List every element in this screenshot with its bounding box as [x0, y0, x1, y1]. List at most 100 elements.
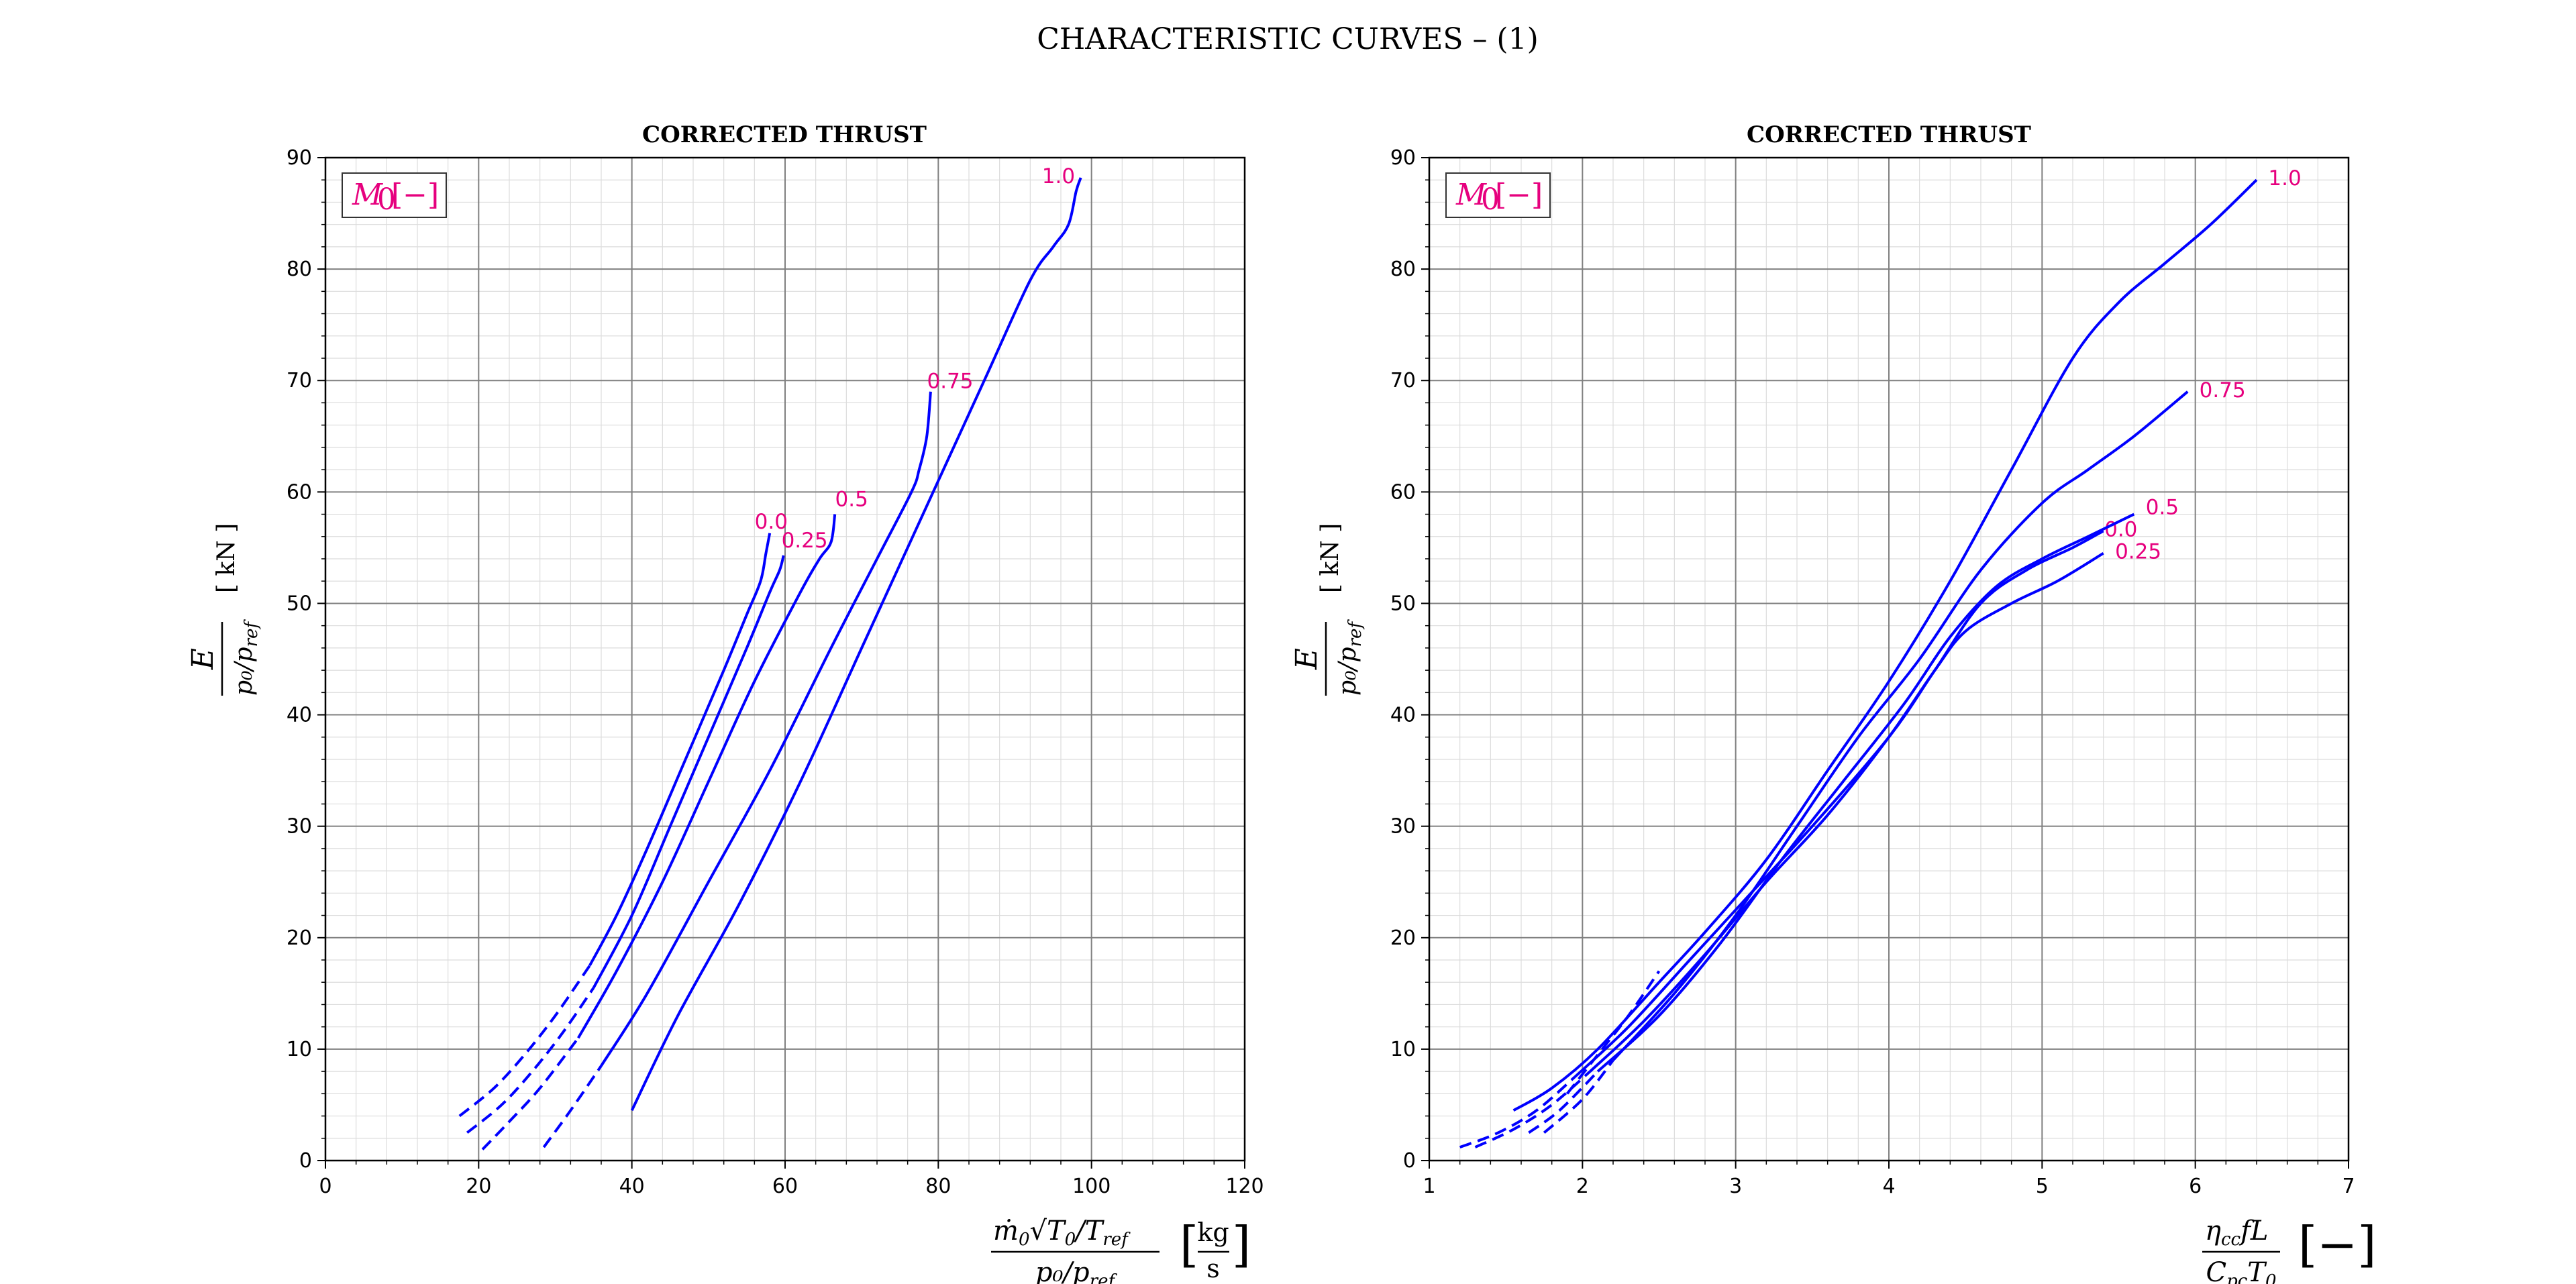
right-plot-frame: [1428, 156, 2350, 1162]
right-series-0-0-dashed: [1459, 1075, 1576, 1148]
y-tick-label: 30: [1390, 815, 1416, 839]
y-tick-label: 10: [287, 1038, 312, 1061]
y-tick-label: 50: [287, 592, 312, 615]
left-series-0-25-label: 0.25: [782, 529, 828, 553]
x-tick-label: 7: [2342, 1175, 2355, 1198]
y-tick-label: 90: [1390, 146, 1416, 170]
right-ylabel: E p₀/pref [ kN ]: [1290, 523, 1366, 696]
left-legend-box: M 0 [−]: [342, 172, 447, 218]
right-series-0-75-label: 0.75: [2200, 378, 2246, 403]
left-series-0-0-dashed: [458, 965, 591, 1118]
right-series-0-25-label: 0.25: [2115, 540, 2161, 564]
x-tick-label: 60: [772, 1175, 798, 1198]
right-series-0-5-line: [1596, 513, 2135, 1073]
right-axes-title: CORRECTED THRUST: [1747, 121, 2031, 148]
x-tick-label: 100: [1072, 1175, 1111, 1198]
svg-text:[−]: [−]: [1495, 178, 1543, 212]
right-series-1-0-line: [1512, 178, 2258, 1112]
svg-text:s: s: [1206, 1254, 1220, 1283]
svg-text:p₀/pref: p₀/pref: [1334, 619, 1366, 696]
x-tick-label: 2: [1576, 1175, 1589, 1198]
y-tick-label: 30: [287, 815, 312, 839]
svg-text:E: E: [186, 648, 220, 670]
svg-text:p₀/pref: p₀/pref: [230, 619, 262, 696]
right-series-1-0-dashed: [1565, 970, 1661, 1095]
x-tick-label: 0: [319, 1175, 331, 1198]
left-series-0-25-line: [592, 555, 785, 989]
x-tick-label: 4: [1882, 1175, 1895, 1198]
right-series: 0.00.250.50.751.0: [1459, 166, 2302, 1148]
right-legend-box: M 0 [−]: [1445, 172, 1551, 218]
y-tick-label: 20: [1390, 926, 1416, 950]
left-series-0-0-line: [588, 533, 772, 967]
y-tick-label: 0: [1403, 1149, 1416, 1173]
right-series-0-75-line: [1612, 390, 2189, 1061]
svg-text:M: M: [352, 178, 383, 212]
right-series-0-5-dashed: [1528, 1070, 1599, 1134]
x-tick-label: 80: [925, 1175, 951, 1198]
right-xlabel: ηccfL CpcT0 [−]: [2202, 1216, 2377, 1284]
left-series-0-25-dashed: [466, 987, 595, 1134]
figure-title: CHARACTERISTIC CURVES – (1): [1037, 22, 1539, 56]
y-tick-label: 80: [1390, 258, 1416, 281]
x-tick-label: 5: [2036, 1175, 2049, 1198]
svg-text:E: E: [1290, 648, 1324, 670]
right-series-0-75-dashed: [1543, 1059, 1614, 1134]
svg-text:CpcT0: CpcT0: [2206, 1257, 2276, 1284]
y-tick-label: 60: [287, 480, 312, 504]
x-tick-label: 1: [1423, 1175, 1435, 1198]
left-series-0-5-label: 0.5: [835, 488, 868, 512]
right-series-0-5-label: 0.5: [2146, 495, 2179, 519]
left-series-0-75-line: [600, 391, 932, 1067]
right-series-1-0-label: 1.0: [2268, 166, 2301, 191]
y-tick-label: 70: [1390, 369, 1416, 392]
y-tick-label: 20: [287, 926, 312, 950]
y-tick-label: 60: [1390, 480, 1416, 504]
svg-text:ηccfL: ηccfL: [2205, 1216, 2268, 1250]
x-tick-label: 120: [1225, 1175, 1264, 1198]
svg-text:0: 0: [1481, 182, 1500, 217]
left-ticks: 0 20 40 60 80 100 120 0 10 20 30 40 50 60 70 80 90: [287, 146, 1264, 1198]
svg-text:kg: kg: [1197, 1218, 1229, 1247]
x-tick-label: 40: [619, 1175, 645, 1198]
y-tick-label: 0: [299, 1149, 312, 1173]
svg-text:0: 0: [377, 182, 396, 217]
svg-text:[ kN ]: [ kN ]: [1317, 523, 1344, 593]
left-series-0-0-label: 0.0: [755, 510, 788, 534]
y-tick-label: 40: [287, 704, 312, 727]
left-grid: [325, 157, 1245, 1161]
x-tick-label: 20: [466, 1175, 491, 1198]
left-series-1-0-label: 1.0: [1042, 164, 1075, 189]
svg-text:p₀/pref: p₀/pref: [1035, 1257, 1118, 1284]
left-series-0-75-label: 0.75: [927, 370, 974, 394]
svg-text:M: M: [1455, 178, 1487, 212]
svg-text:[ kN ]: [ kN ]: [213, 523, 240, 593]
y-tick-label: 80: [287, 258, 312, 281]
right-grid: [1429, 157, 2349, 1161]
y-tick-label: 90: [287, 146, 312, 170]
left-plot-frame: [324, 156, 1246, 1162]
y-tick-label: 70: [287, 369, 312, 392]
left-series-0-75-dashed: [542, 1065, 603, 1148]
left-series-0-5-line: [577, 514, 837, 1039]
right-series-0-25-dashed: [1474, 1070, 1592, 1148]
left-xlabel: ṁ0√T0/Tref p₀/pref [ kg s ]: [991, 1216, 1251, 1284]
svg-text:[−]: [−]: [2298, 1216, 2377, 1273]
x-tick-label: 6: [2189, 1175, 2202, 1198]
left-axes: CORRECTED THRUST 0.00.25 0.5 0.75 1.0 0 20 40…: [186, 121, 1264, 1284]
svg-text:[: [: [1180, 1216, 1198, 1273]
y-tick-label: 10: [1390, 1038, 1416, 1061]
left-ylabel: E p₀/pref [ kN ]: [186, 523, 262, 696]
y-tick-label: 50: [1390, 592, 1416, 615]
x-tick-label: 3: [1729, 1175, 1742, 1198]
left-series: 0.00.25 0.5 0.75 1.0: [458, 164, 1082, 1151]
left-axes-title: CORRECTED THRUST: [642, 121, 927, 148]
svg-text:ṁ0√T0/Tref: ṁ0√T0/Tref: [993, 1216, 1131, 1250]
y-tick-label: 40: [1390, 704, 1416, 727]
svg-text:]: ]: [1232, 1216, 1251, 1273]
left-series-0-5-dashed: [481, 1037, 580, 1151]
right-series-0-25-line: [1589, 551, 2104, 1073]
